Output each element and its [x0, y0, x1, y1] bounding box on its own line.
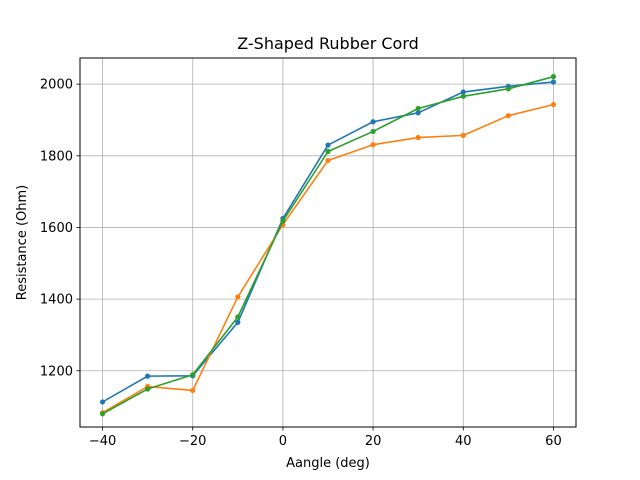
x-tick-label: −40	[89, 434, 116, 449]
data-point	[415, 134, 421, 141]
data-point	[460, 89, 466, 95]
x-tick-label: 60	[545, 434, 562, 449]
data-point	[145, 386, 151, 392]
data-point	[235, 319, 241, 325]
data-point	[145, 373, 151, 379]
data-point	[505, 86, 511, 92]
ticks: −40 −20 0 20 40 60 1200 1400 1600 1800 2000	[40, 78, 562, 449]
y-tick-label: 1200	[40, 364, 73, 379]
chart-title: Z-Shaped Rubber Cord	[237, 34, 419, 53]
data-point	[235, 314, 241, 320]
data-point	[550, 74, 557, 80]
data-point	[190, 387, 196, 394]
series-group	[99, 74, 557, 417]
data-point	[99, 411, 106, 417]
y-tick-label: 1800	[40, 149, 73, 164]
plot-frame	[79, 57, 577, 428]
series-2	[99, 101, 557, 416]
x-tick-label: −20	[179, 434, 206, 449]
data-point	[325, 148, 331, 155]
data-point	[505, 113, 511, 119]
data-point	[460, 93, 466, 99]
series-3	[99, 74, 557, 417]
data-point	[190, 372, 196, 378]
series-1	[99, 79, 557, 405]
data-point	[325, 157, 331, 164]
data-point	[325, 142, 331, 148]
data-point	[370, 128, 376, 135]
data-point	[280, 218, 286, 224]
data-point	[99, 399, 106, 405]
data-point	[415, 105, 421, 112]
data-point	[370, 142, 376, 148]
data-point	[415, 110, 421, 116]
y-tick-label: 1600	[40, 221, 73, 236]
x-tick-label: 20	[365, 434, 382, 449]
data-point	[370, 119, 376, 125]
y-tick-label: 1400	[40, 293, 73, 308]
x-tick-label: 0	[279, 434, 287, 449]
data-point	[550, 101, 557, 108]
x-tick-label: 40	[455, 434, 472, 449]
y-tick-label: 2000	[40, 78, 73, 93]
y-axis-label: Resistance (Ohm)	[15, 185, 30, 300]
data-point	[460, 132, 466, 138]
x-axis-label: Aangle (deg)	[286, 456, 370, 471]
grid	[80, 58, 576, 427]
data-point	[235, 294, 241, 300]
data-point	[550, 79, 557, 85]
